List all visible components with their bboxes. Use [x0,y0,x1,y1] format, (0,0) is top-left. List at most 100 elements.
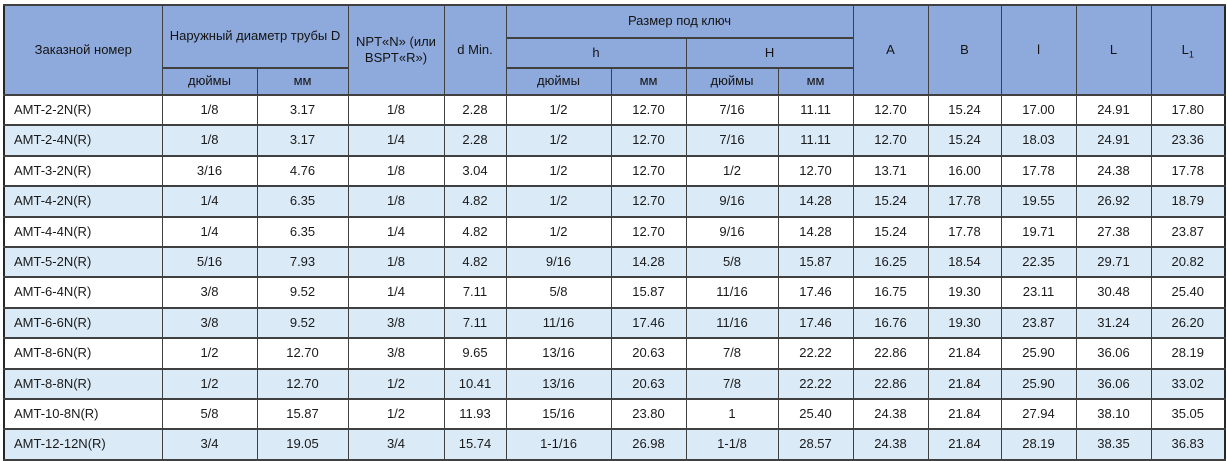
value-cell: 25.90 [1000,368,1077,399]
value-cell: 2.28 [443,95,507,126]
value-cell: 7.11 [443,307,507,339]
value-cell: 10.41 [443,368,507,399]
value-cell: 16.76 [852,307,929,339]
value-cell: 9/16 [685,216,779,247]
value-cell: 5/8 [505,277,612,308]
value-cell: 22.22 [777,338,854,369]
value-cell: 30.48 [1075,277,1152,308]
value-cell: 15.87 [610,277,687,308]
value-cell: 12.70 [610,155,687,187]
value-cell: 1/2 [505,155,612,187]
header-row-groups: Заказной номер Наружный диаметр трубы D … [3,5,1226,95]
units-H-inches: дюймы [685,68,779,95]
value-cell: 1/8 [161,95,258,126]
table-row: AMT-4-2N(R) 1/4 6.35 1/8 4.82 1/2 12.70 9/16 14.… [3,186,1226,217]
value-cell: 15.24 [852,216,929,247]
value-cell: 12.70 [610,216,687,247]
value-cell: 17.00 [1000,95,1077,126]
value-cell: 14.28 [610,246,687,278]
value-cell: 12.70 [610,186,687,217]
table-row: AMT-6-4N(R) 3/8 9.52 1/4 7.11 5/8 15.87 11/16 17… [3,277,1226,308]
fittings-dimensions-table: Заказной номер Наружный диаметр трубы D … [3,4,1227,461]
value-cell: 1/2 [505,125,612,156]
value-cell: 1/4 [347,216,445,247]
col-header-l-small: l [1000,5,1077,95]
order-number-cell: AMT-6-4N(R) [3,277,163,308]
value-cell: 12.70 [852,125,929,156]
value-cell: 1-1/8 [685,429,779,460]
table-row: AMT-2-4N(R) 1/8 3.17 1/4 2.28 1/2 12.70 7/16 11.… [3,125,1226,156]
value-cell: 27.94 [1000,398,1077,430]
value-cell: 3/8 [161,277,258,308]
value-cell: 22.35 [1000,246,1077,278]
value-cell: 13.71 [852,155,929,187]
value-cell: 11/16 [505,307,612,339]
value-cell: 11.11 [777,125,854,156]
order-number-cell: AMT-4-4N(R) [3,216,163,247]
order-number-cell: AMT-8-8N(R) [3,368,163,399]
value-cell: 2.28 [443,125,507,156]
value-cell: 23.36 [1150,125,1226,156]
table-row: AMT-3-2N(R) 3/16 4.76 1/8 3.04 1/2 12.70 1/2 12.… [3,155,1226,187]
value-cell: 15.74 [443,429,507,460]
value-cell: 1/4 [347,125,445,156]
value-cell: 36.83 [1150,429,1226,460]
value-cell: 1/2 [161,368,258,399]
value-cell: 18.03 [1000,125,1077,156]
value-cell: 14.28 [777,216,854,247]
value-cell: 1/2 [347,368,445,399]
table-header: Заказной номер Наружный диаметр трубы D … [3,5,1226,95]
value-cell: 4.82 [443,216,507,247]
value-cell: 15.24 [927,95,1002,126]
order-number-cell: AMT-10-8N(R) [3,398,163,430]
value-cell: 7/8 [685,338,779,369]
value-cell: 20.63 [610,368,687,399]
value-cell: 19.30 [927,277,1002,308]
value-cell: 28.19 [1000,429,1077,460]
value-cell: 9.65 [443,338,507,369]
value-cell: 19.05 [256,429,349,460]
value-cell: 11.11 [777,95,854,126]
value-cell: 9/16 [505,246,612,278]
value-cell: 1/2 [161,338,258,369]
col-header-h-small: h [505,38,687,68]
value-cell: 5/8 [161,398,258,430]
value-cell: 36.06 [1075,338,1152,369]
col-header-b: B [927,5,1002,95]
value-cell: 17.78 [927,216,1002,247]
value-cell: 1/4 [161,216,258,247]
value-cell: 11/16 [685,307,779,339]
value-cell: 12.70 [852,95,929,126]
value-cell: 1/8 [347,246,445,278]
col-header-h-big: H [685,38,854,68]
col-header-d-min: d Min. [443,5,507,95]
value-cell: 3/8 [161,307,258,339]
value-cell: 1/2 [505,95,612,126]
value-cell: 29.71 [1075,246,1152,278]
header-row-hH: h H [4,38,1226,68]
value-cell: 17.80 [1150,95,1226,126]
value-cell: 3/4 [161,429,258,460]
value-cell: 27.38 [1075,216,1152,247]
value-cell: 23.11 [1000,277,1077,308]
table-row: AMT-12-12N(R) 3/4 19.05 3/4 15.74 1-1/16 26.98… [3,429,1226,460]
value-cell: 33.02 [1150,368,1226,399]
value-cell: 4.82 [443,246,507,278]
order-number-cell: AMT-4-2N(R) [3,186,163,217]
value-cell: 36.06 [1075,368,1152,399]
value-cell: 11/16 [685,277,779,308]
value-cell: 17.78 [1150,155,1226,187]
units-h-inches: дюймы [505,68,612,95]
value-cell: 31.24 [1075,307,1152,339]
value-cell: 1-1/16 [505,429,612,460]
value-cell: 26.98 [610,429,687,460]
value-cell: 22.22 [777,368,854,399]
value-cell: 15.87 [256,398,349,430]
order-number-cell: AMT-8-6N(R) [3,338,163,369]
value-cell: 1/4 [347,277,445,308]
value-cell: 1/8 [347,155,445,187]
table-row: AMT-2-2N(R) 1/8 3.17 1/8 2.28 1/2 12.70 7/16 11.… [3,95,1226,126]
value-cell: 17.46 [610,307,687,339]
value-cell: 19.30 [927,307,1002,339]
value-cell: 9.52 [256,307,349,339]
